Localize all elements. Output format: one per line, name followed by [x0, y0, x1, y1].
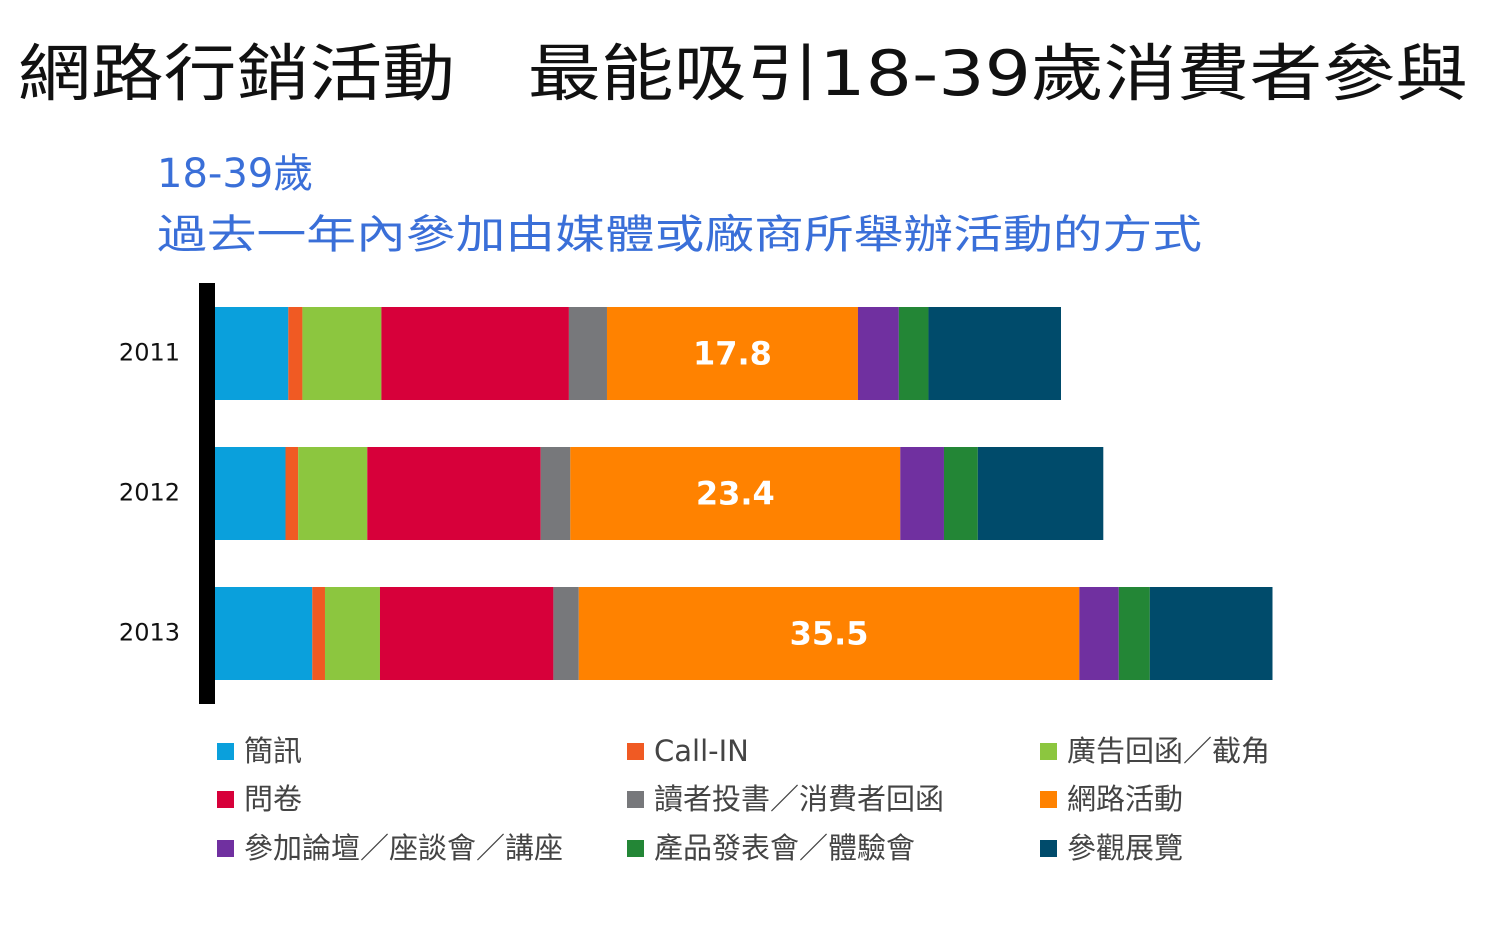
- bar-segment: [1118, 587, 1150, 680]
- bar-segment: [324, 587, 380, 680]
- bar-segment: [285, 447, 299, 540]
- legend-swatch: [217, 791, 234, 808]
- bar-segment: [381, 307, 569, 400]
- legend-label: 讀者投書／消費者回函: [654, 782, 944, 816]
- chart-title: 網路行銷活動 最能吸引18-39歲消費者參與: [18, 37, 1468, 110]
- legend-swatch: [1040, 743, 1057, 760]
- bar-segment: [898, 307, 929, 400]
- data-label: 17.8: [693, 335, 772, 373]
- bar-segment: [553, 587, 579, 680]
- legend-swatch: [627, 743, 644, 760]
- bar-segment: [578, 587, 1080, 680]
- legend-label: 產品發表會／體驗會: [654, 831, 915, 865]
- legend-label: 廣告回函／截角: [1067, 734, 1270, 768]
- bar-segment: [298, 447, 368, 540]
- legend-swatch: [217, 840, 234, 857]
- legend-label: 網路活動: [1067, 782, 1183, 816]
- y-tick-label: 2013: [119, 619, 180, 647]
- legend-swatch: [217, 743, 234, 760]
- legend-label: 問卷: [244, 782, 302, 816]
- data-label: 35.5: [790, 615, 869, 653]
- bar-segment: [379, 587, 554, 680]
- data-label: 23.4: [696, 475, 775, 513]
- bar-segment: [215, 307, 289, 400]
- legend-swatch: [627, 840, 644, 857]
- bar-segment: [367, 447, 541, 540]
- subtitle: 18-39歲: [157, 151, 313, 197]
- bar-segment: [570, 447, 901, 540]
- bar-segment: [900, 447, 944, 540]
- bar-segment: [943, 447, 978, 540]
- bar-segment: [568, 307, 607, 400]
- bar-segment: [312, 587, 325, 680]
- legend-label: 參觀展覽: [1067, 831, 1183, 865]
- bar-segment: [1149, 587, 1273, 680]
- y-tick-label: 2011: [119, 339, 180, 367]
- bar-segment: [540, 447, 571, 540]
- legend-swatch: [627, 791, 644, 808]
- bar-segment: [857, 307, 899, 400]
- bar-segment: [215, 587, 313, 680]
- bar-segment: [928, 307, 1061, 400]
- subtitle: 過去一年內參加由媒體或廠商所舉辦活動的方式: [157, 212, 1202, 258]
- legend-swatch: [1040, 791, 1057, 808]
- bar-segment: [977, 447, 1104, 540]
- bar-segment: [215, 447, 286, 540]
- bar-segment: [1079, 587, 1119, 680]
- legend-label: Call-IN: [654, 734, 749, 768]
- bar-segment: [288, 307, 303, 400]
- legend-label: 簡訊: [244, 734, 302, 768]
- legend-swatch: [1040, 840, 1057, 857]
- bar-segment: [302, 307, 382, 400]
- category-axis: [199, 283, 215, 704]
- y-tick-label: 2012: [119, 479, 180, 507]
- legend-label: 參加論壇／座談會／講座: [244, 831, 563, 865]
- bar-segment: [606, 307, 858, 400]
